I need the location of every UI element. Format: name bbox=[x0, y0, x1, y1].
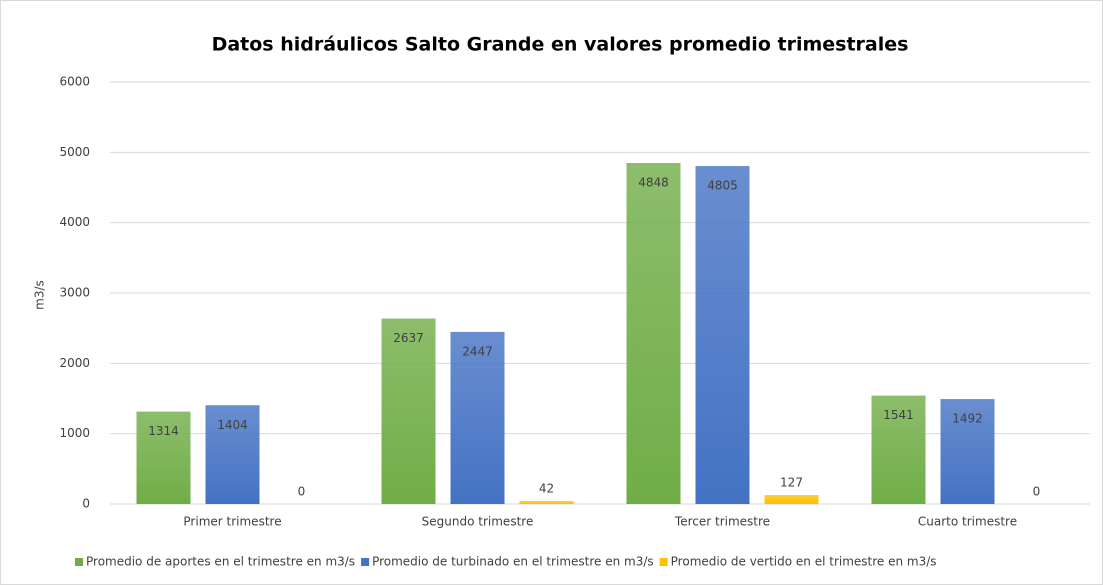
y-tick-label: 2000 bbox=[59, 356, 90, 370]
bar bbox=[626, 163, 681, 505]
value-label: 2447 bbox=[462, 344, 493, 358]
value-label: 42 bbox=[539, 482, 554, 496]
legend-label: Promedio de vertido en el trimestre en m… bbox=[671, 555, 937, 569]
bar bbox=[519, 501, 574, 504]
legend-swatch bbox=[75, 558, 83, 566]
legend-swatch bbox=[659, 558, 668, 566]
x-tick-label: Tercer trimestre bbox=[674, 515, 770, 529]
value-label: 127 bbox=[780, 476, 803, 490]
bar bbox=[695, 166, 750, 504]
x-tick-label: Primer trimestre bbox=[183, 515, 281, 529]
bar bbox=[136, 411, 191, 504]
y-tick-label: 3000 bbox=[59, 286, 90, 300]
value-label: 0 bbox=[298, 485, 306, 499]
y-tick-label: 6000 bbox=[59, 75, 90, 89]
value-label: 4805 bbox=[707, 179, 738, 193]
y-tick-label: 1000 bbox=[59, 426, 90, 440]
legend-swatch bbox=[361, 558, 370, 566]
value-label: 1404 bbox=[217, 418, 248, 432]
y-axis-title: m3/s bbox=[33, 280, 47, 310]
legend-label: Promedio de aportes en el trimestre en m… bbox=[86, 555, 355, 569]
y-tick-label: 0 bbox=[82, 497, 90, 511]
value-label: 1492 bbox=[952, 412, 983, 426]
bar bbox=[450, 331, 505, 504]
value-label: 1541 bbox=[883, 408, 914, 422]
value-label: 0 bbox=[1033, 485, 1041, 499]
y-tick-label: 5000 bbox=[59, 145, 90, 159]
value-label: 4848 bbox=[638, 176, 669, 190]
bar bbox=[871, 395, 926, 504]
bar bbox=[205, 405, 260, 504]
y-tick-label: 4000 bbox=[59, 215, 90, 229]
legend-label: Promedio de turbinado en el trimestre en… bbox=[372, 555, 654, 569]
x-tick-label: Segundo trimestre bbox=[422, 515, 534, 529]
value-label: 2637 bbox=[393, 331, 424, 345]
x-tick-label: Cuarto trimestre bbox=[918, 515, 1017, 529]
bar bbox=[381, 318, 436, 504]
chart-title: Datos hidráulicos Salto Grande en valore… bbox=[212, 34, 909, 56]
bar bbox=[764, 495, 819, 504]
value-label: 1314 bbox=[148, 424, 179, 438]
bar bbox=[940, 399, 995, 504]
